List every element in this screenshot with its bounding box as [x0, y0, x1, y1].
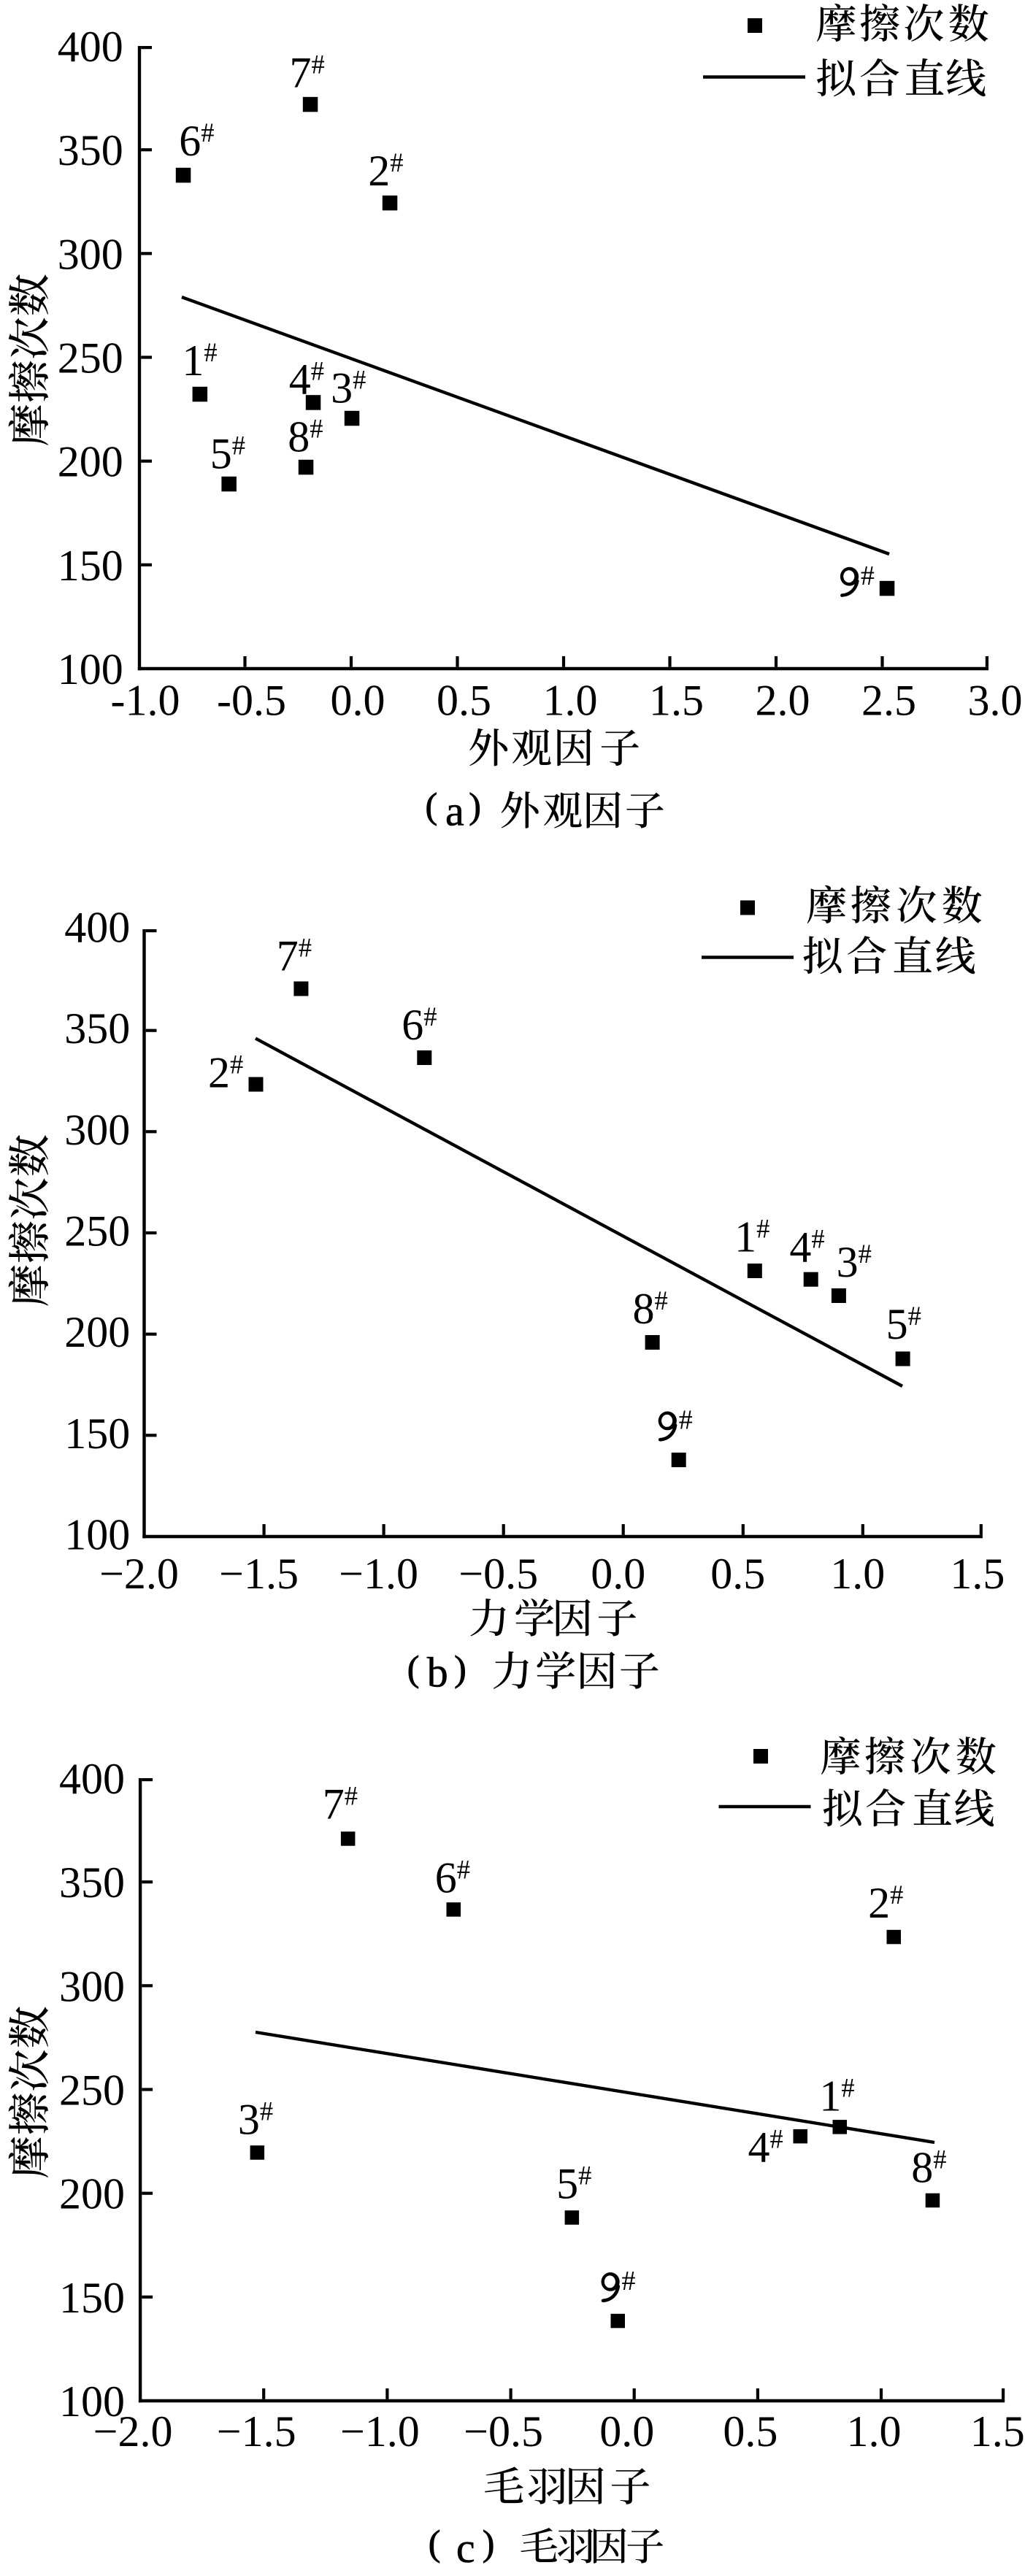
svg-text:300: 300 [64, 1106, 130, 1154]
svg-text:250: 250 [64, 1207, 130, 1256]
svg-text:1#: 1# [819, 2072, 854, 2120]
svg-text:200: 200 [58, 438, 123, 486]
svg-text:1.5: 1.5 [649, 677, 704, 725]
svg-text:350: 350 [58, 126, 123, 174]
svg-text:(: ( [429, 2522, 441, 2563]
svg-text:100: 100 [59, 2377, 125, 2426]
svg-text:350: 350 [59, 1858, 125, 1907]
svg-text:2.0: 2.0 [756, 677, 810, 725]
svg-text:b: b [427, 1649, 448, 1696]
svg-text:−0.5: −0.5 [458, 1550, 538, 1598]
svg-text:400: 400 [64, 904, 130, 952]
svg-text:1.5: 1.5 [970, 2407, 1025, 2456]
svg-text:2.5: 2.5 [861, 677, 916, 725]
svg-text:1.5: 1.5 [950, 1550, 1005, 1598]
svg-text:5#: 5# [556, 2160, 591, 2208]
svg-text:400: 400 [58, 23, 123, 71]
svg-text:7#: 7# [290, 49, 325, 97]
svg-text:0.0: 0.0 [591, 1550, 645, 1598]
svg-text:150: 150 [64, 1410, 130, 1458]
svg-text:#: # [622, 2266, 636, 2296]
svg-text:150: 150 [59, 2274, 125, 2322]
svg-text:a: a [445, 787, 464, 834]
svg-text:−1.5: −1.5 [217, 2407, 296, 2456]
svg-text:150: 150 [58, 542, 123, 590]
svg-text:): ) [454, 1648, 467, 1689]
svg-text:3#: 3# [837, 1238, 872, 1286]
svg-text:1.0: 1.0 [830, 1550, 885, 1598]
svg-text:−0.5: −0.5 [464, 2407, 543, 2456]
svg-text:-0.5: -0.5 [217, 677, 286, 725]
svg-text:(: ( [426, 785, 438, 826]
svg-text:-1.0: -1.0 [111, 677, 180, 725]
svg-text:−2.0: −2.0 [93, 2407, 173, 2456]
svg-text:): ) [483, 2522, 495, 2563]
svg-text:#: # [679, 1405, 693, 1436]
svg-text:0.5: 0.5 [437, 677, 491, 725]
svg-text:200: 200 [59, 2170, 125, 2218]
svg-text:100: 100 [64, 1511, 130, 1559]
svg-text:−1.5: −1.5 [219, 1550, 299, 1598]
svg-text:1.0: 1.0 [543, 677, 598, 725]
svg-text:0.0: 0.0 [599, 2407, 654, 2456]
svg-text:1#: 1# [182, 337, 217, 385]
svg-text:100: 100 [58, 645, 123, 693]
svg-text:1.0: 1.0 [847, 2407, 902, 2456]
svg-text:c: c [456, 2524, 475, 2572]
svg-text:200: 200 [64, 1308, 130, 1356]
svg-text:350: 350 [64, 1004, 130, 1053]
svg-text:300: 300 [58, 230, 123, 278]
svg-text:0.5: 0.5 [723, 2407, 778, 2456]
svg-text:(: ( [407, 1648, 420, 1689]
svg-text:0.0: 0.0 [331, 677, 385, 725]
svg-text:−2.0: −2.0 [99, 1550, 179, 1598]
svg-text:3.0: 3.0 [968, 677, 1023, 725]
svg-text:−1.0: −1.0 [339, 1550, 418, 1598]
svg-text:−1.0: −1.0 [340, 2407, 420, 2456]
svg-text:300: 300 [59, 1962, 125, 2010]
svg-text:): ) [469, 785, 481, 826]
svg-text:400: 400 [59, 1755, 125, 1803]
svg-text:250: 250 [58, 334, 123, 382]
svg-text:#: # [861, 561, 875, 591]
svg-text:250: 250 [59, 2066, 125, 2115]
svg-text:0.5: 0.5 [710, 1550, 765, 1598]
